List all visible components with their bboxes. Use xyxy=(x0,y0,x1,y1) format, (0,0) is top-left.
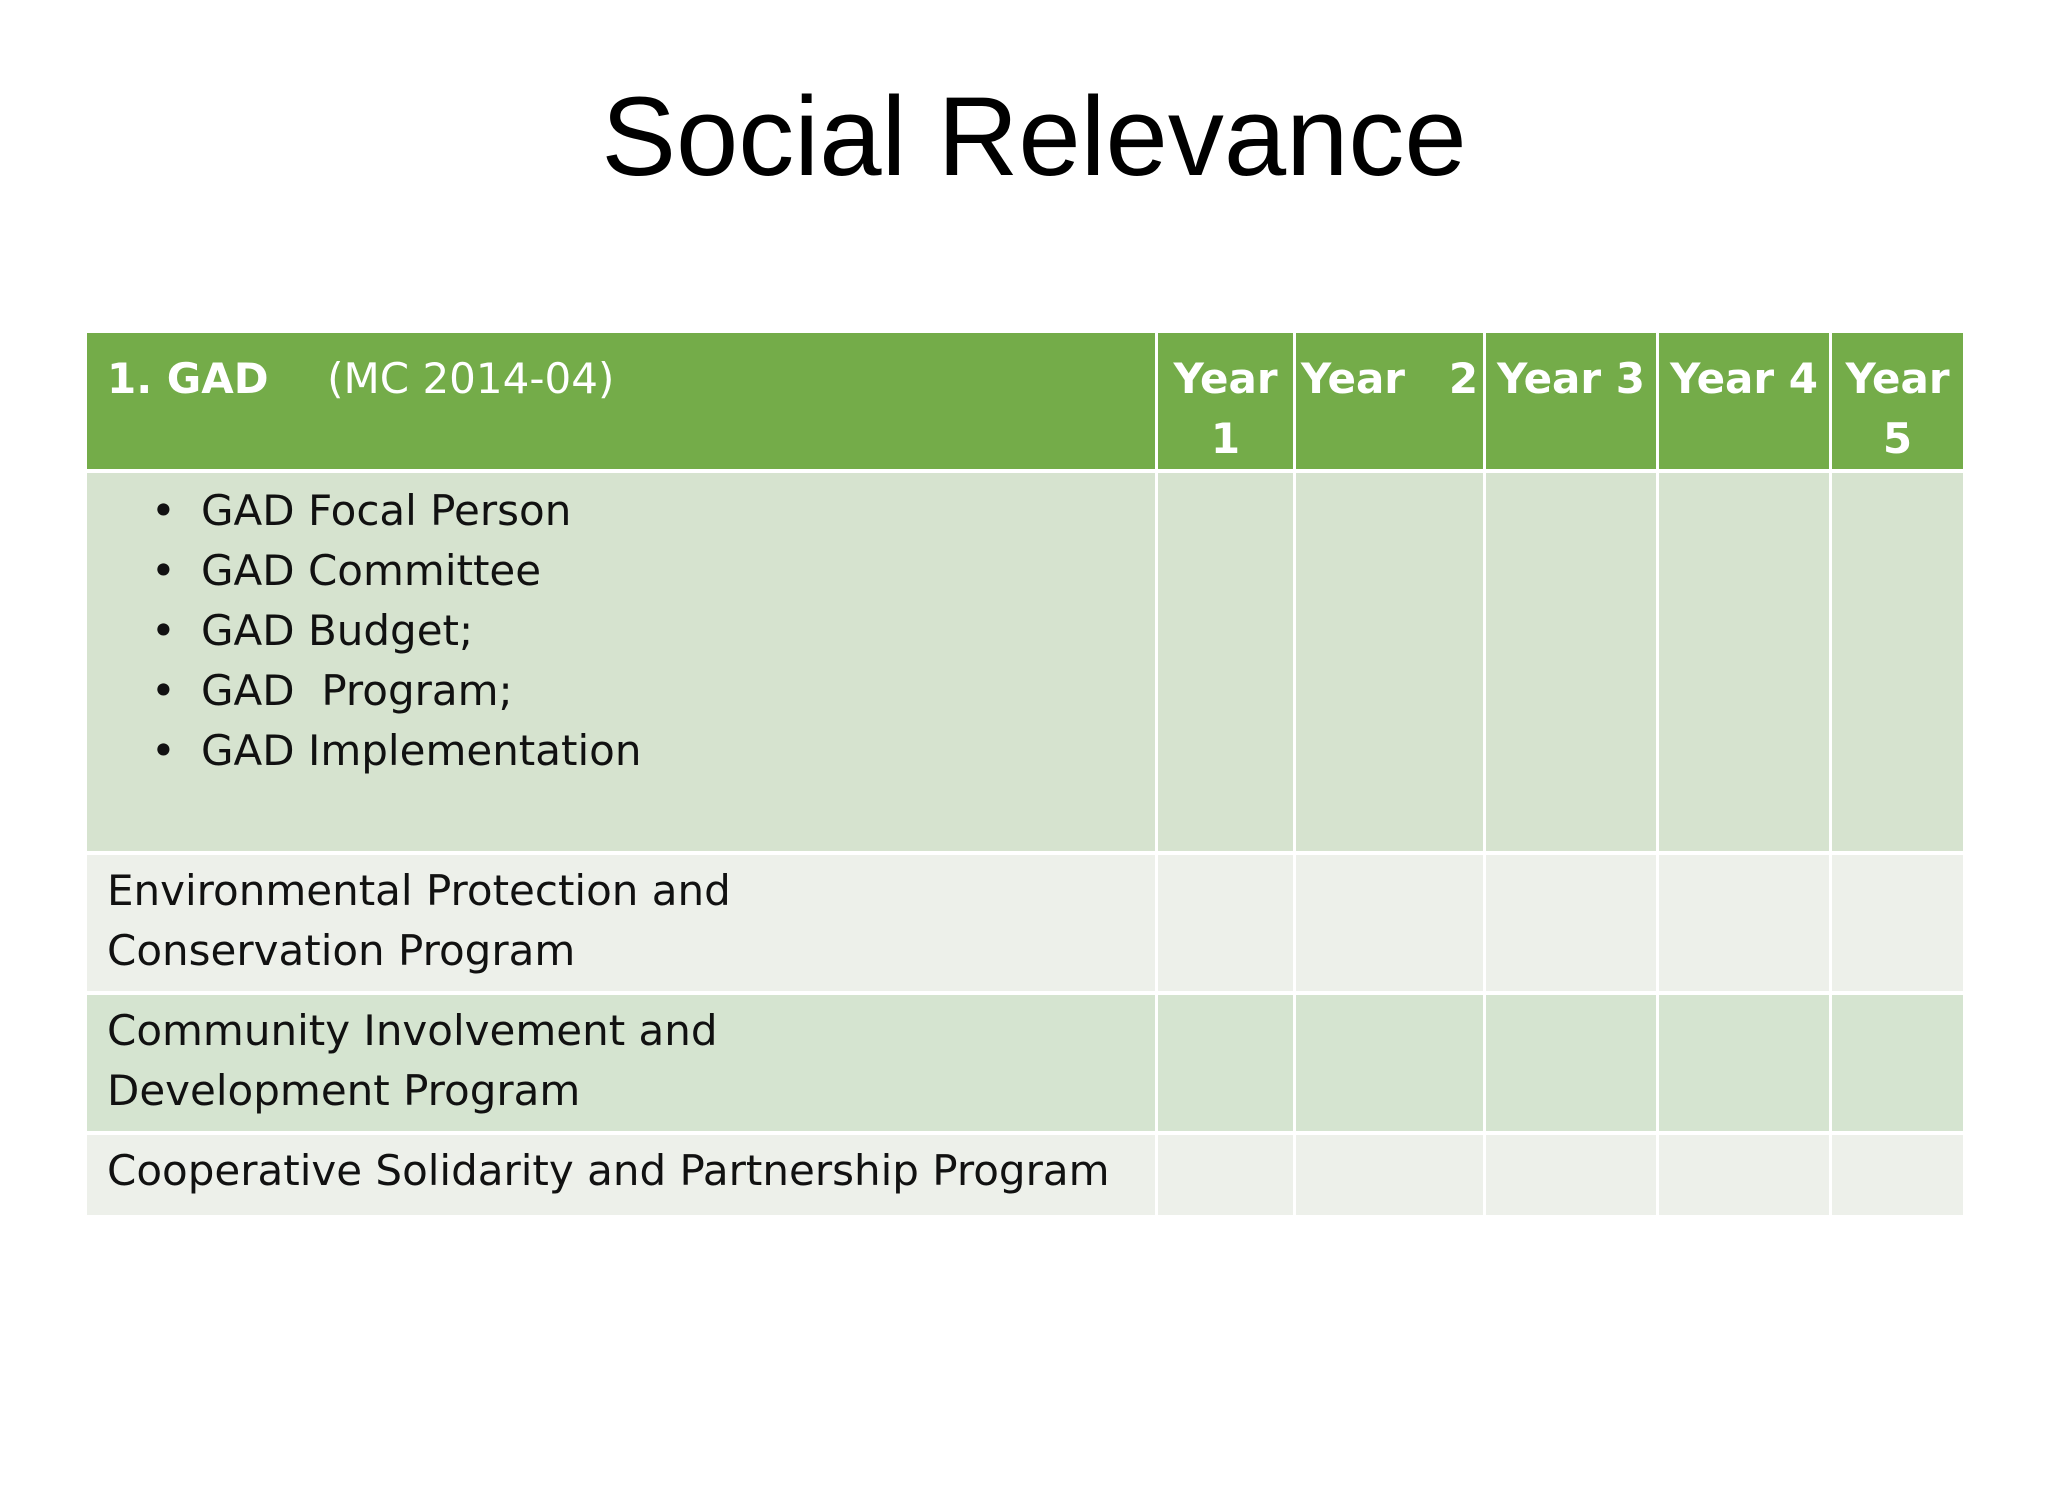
empty-cell xyxy=(1158,1135,1296,1215)
header-gad-code: (MC 2014-04) xyxy=(327,354,615,403)
empty-cell xyxy=(1832,855,1963,995)
empty-cell xyxy=(1296,1135,1486,1215)
header-gad-cell: 1. GAD (MC 2014-04) xyxy=(87,333,1158,473)
empty-cell xyxy=(1296,855,1486,995)
empty-cell xyxy=(1659,855,1832,995)
empty-cell xyxy=(1158,995,1296,1135)
program-cooperative: Cooperative Solidarity and Partnership P… xyxy=(87,1135,1158,1215)
empty-cell xyxy=(1832,473,1963,855)
list-item: • GAD Program; xyxy=(151,661,1155,721)
bullet-icon: • xyxy=(151,546,176,595)
program-community: Community Involvement and Development Pr… xyxy=(87,995,1158,1135)
empty-cell xyxy=(1158,473,1296,855)
empty-cell xyxy=(1832,995,1963,1135)
slide-title: Social Relevance xyxy=(601,74,1467,199)
table-row: Community Involvement and Development Pr… xyxy=(87,995,1963,1135)
bullet-icon: • xyxy=(151,486,176,535)
empty-cell xyxy=(1486,1135,1659,1215)
table-header-row: 1. GAD (MC 2014-04) Year 1 Year 2 Year 3… xyxy=(87,333,1963,473)
gad-items-cell: • GAD Focal Person • GAD Committee • GAD Bu… xyxy=(87,473,1158,855)
empty-cell xyxy=(1296,473,1486,855)
header-gad-label: 1. GAD xyxy=(107,354,269,403)
table-row: Cooperative Solidarity and Partnership P… xyxy=(87,1135,1963,1215)
header-year-5: Year 5 xyxy=(1832,333,1963,473)
program-environmental: Environmental Protection and Conservatio… xyxy=(87,855,1158,995)
header-year-3: Year 3 xyxy=(1486,333,1659,473)
empty-cell xyxy=(1659,473,1832,855)
social-relevance-table: 1. GAD (MC 2014-04) Year 1 Year 2 Year 3… xyxy=(87,333,1963,1215)
list-item: • GAD Committee xyxy=(151,541,1155,601)
header-year-4: Year 4 xyxy=(1659,333,1832,473)
bullet-icon: • xyxy=(151,666,176,715)
list-item: • GAD Budget; xyxy=(151,601,1155,661)
table-row: • GAD Focal Person • GAD Committee • GAD Bu… xyxy=(87,473,1963,855)
empty-cell xyxy=(1296,995,1486,1135)
empty-cell xyxy=(1158,855,1296,995)
header-year-1: Year 1 xyxy=(1158,333,1296,473)
empty-cell xyxy=(1486,855,1659,995)
header-year-2: Year 2 xyxy=(1296,333,1486,473)
list-item: • GAD Implementation xyxy=(151,721,1155,781)
empty-cell xyxy=(1659,1135,1832,1215)
gad-items-list: • GAD Focal Person • GAD Committee • GAD Bu… xyxy=(87,481,1155,781)
bullet-icon: • xyxy=(151,606,176,655)
table-row: Environmental Protection and Conservatio… xyxy=(87,855,1963,995)
empty-cell xyxy=(1486,473,1659,855)
empty-cell xyxy=(1486,995,1659,1135)
list-item: • GAD Focal Person xyxy=(151,481,1155,541)
bullet-icon: • xyxy=(151,726,176,775)
empty-cell xyxy=(1659,995,1832,1135)
empty-cell xyxy=(1832,1135,1963,1215)
